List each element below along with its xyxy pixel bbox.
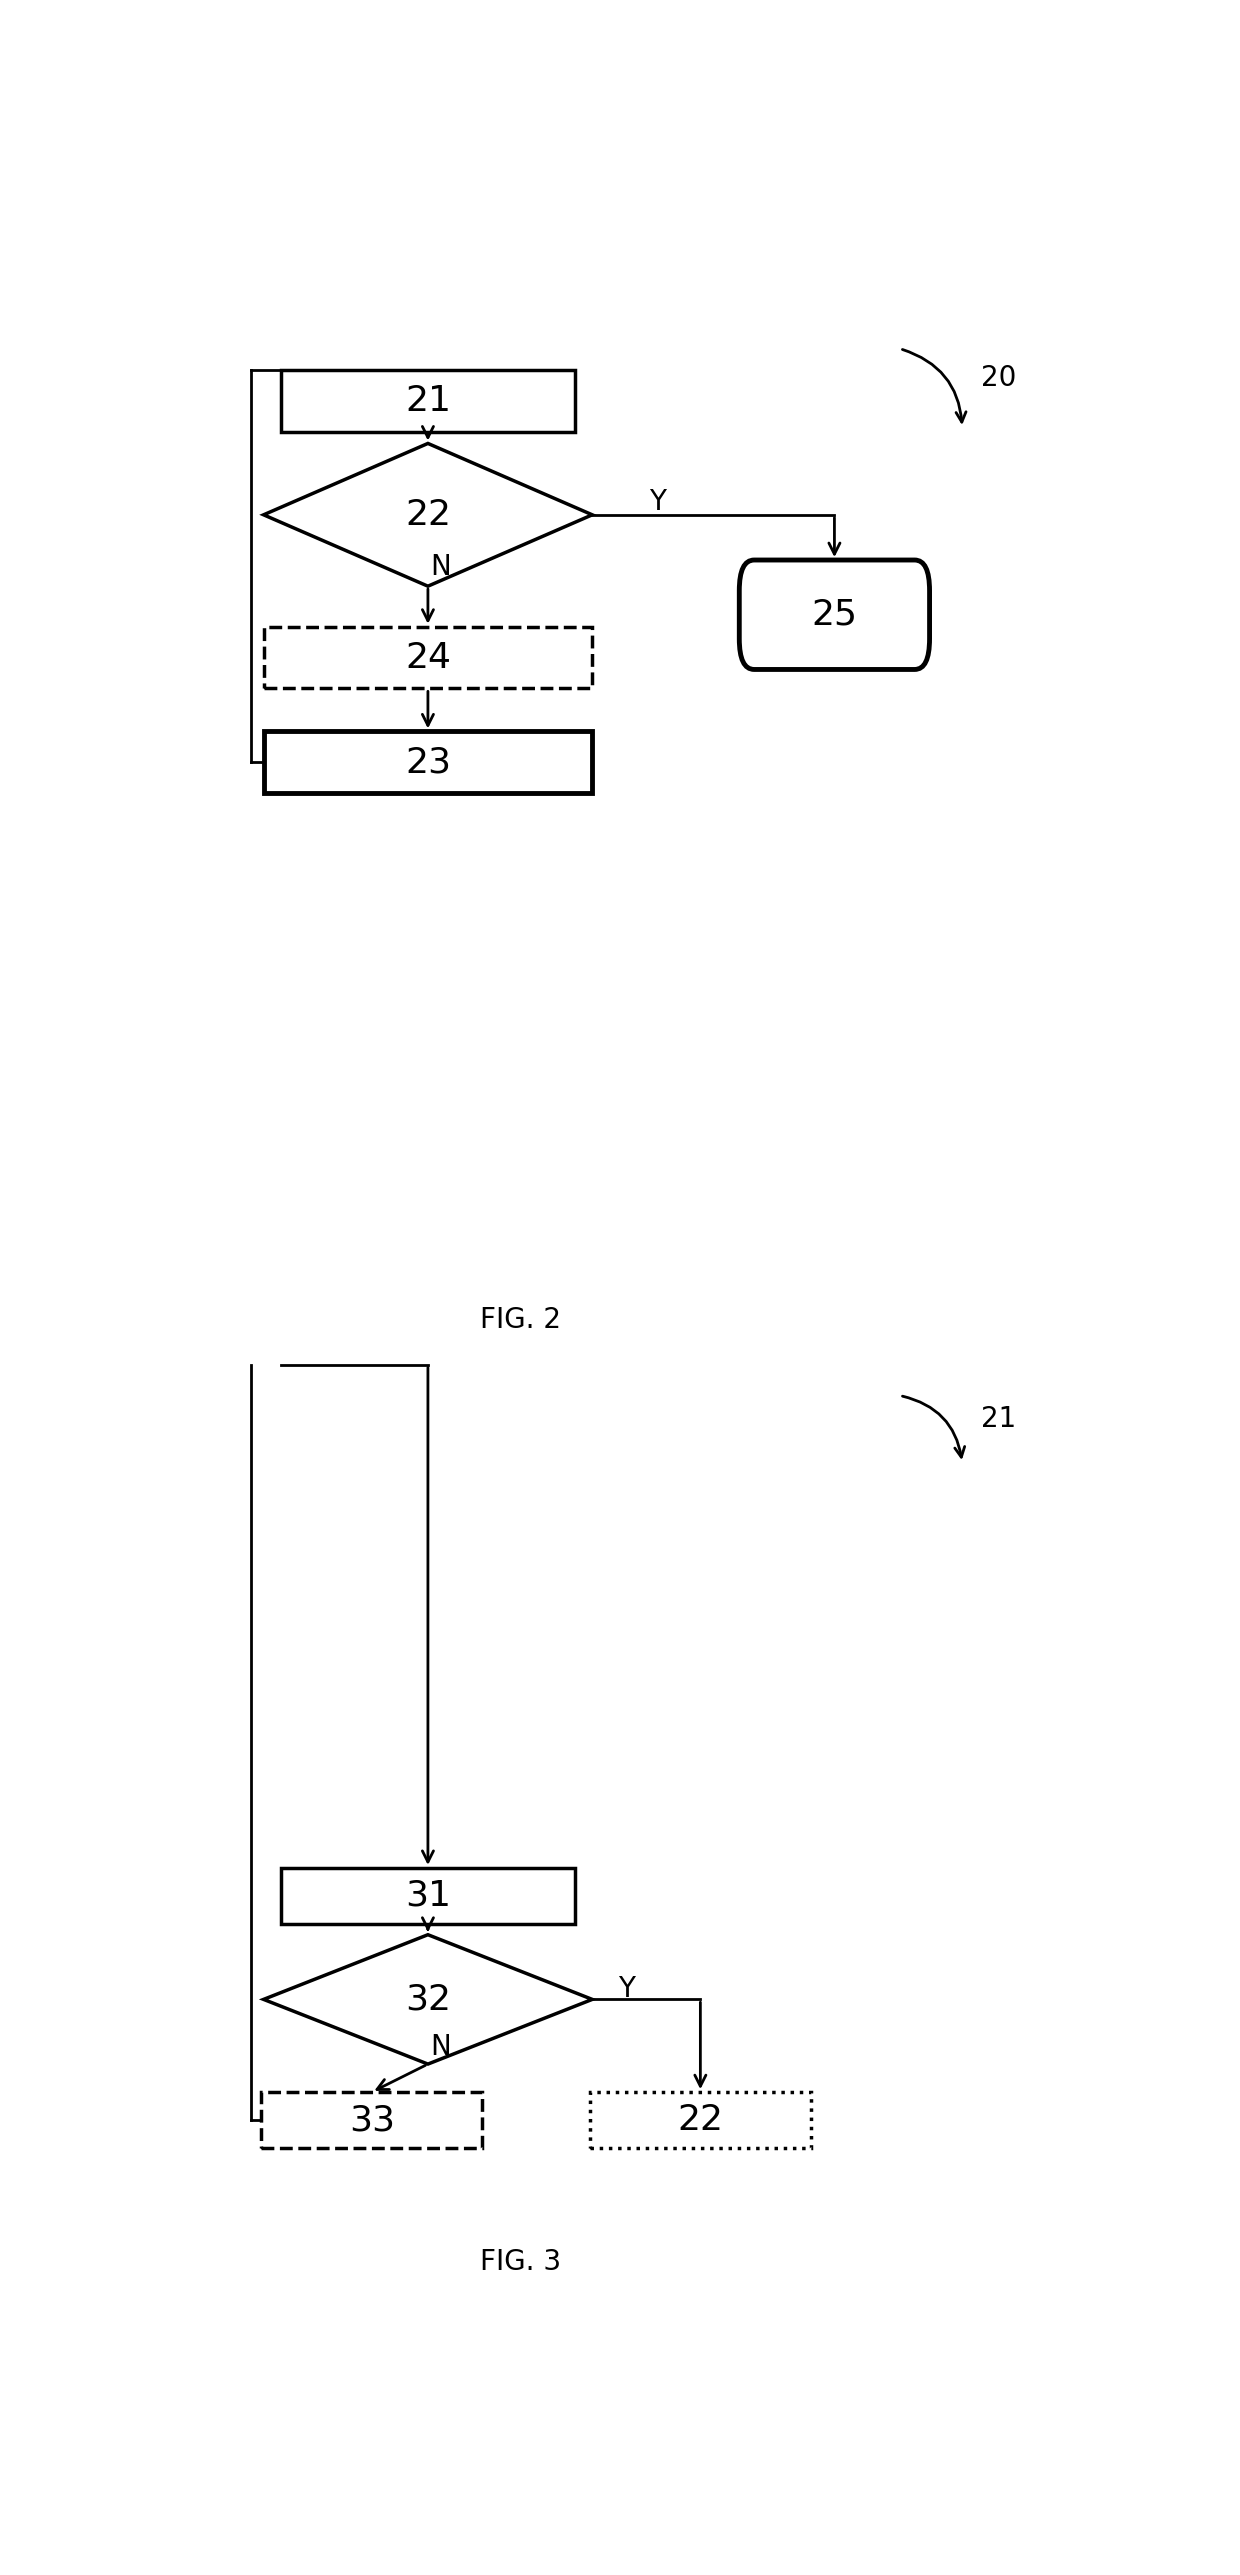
Text: FIG. 2: FIG. 2 (480, 1306, 560, 1334)
Polygon shape (264, 1934, 593, 2065)
Text: 21: 21 (405, 384, 451, 417)
Text: 24: 24 (405, 641, 451, 675)
Text: 31: 31 (405, 1880, 451, 1913)
Bar (262, 2091, 482, 2148)
Text: 32: 32 (405, 1983, 451, 2016)
Text: N: N (430, 554, 451, 582)
Text: 22: 22 (677, 2104, 723, 2137)
Text: 23: 23 (405, 744, 451, 780)
Bar (590, 2091, 811, 2148)
Bar (264, 626, 593, 688)
Bar (281, 371, 575, 433)
Text: N: N (430, 2032, 451, 2060)
Bar (281, 1867, 575, 1924)
Bar (264, 731, 593, 793)
Text: 25: 25 (811, 597, 857, 631)
Text: 20: 20 (982, 366, 1017, 391)
Polygon shape (264, 443, 593, 587)
Text: 21: 21 (982, 1406, 1017, 1434)
FancyBboxPatch shape (739, 559, 930, 670)
Text: 22: 22 (405, 497, 451, 533)
Text: FIG. 3: FIG. 3 (480, 2248, 560, 2276)
Text: 33: 33 (348, 2104, 394, 2137)
Text: Y: Y (619, 1975, 635, 2003)
Text: Y: Y (649, 489, 666, 518)
